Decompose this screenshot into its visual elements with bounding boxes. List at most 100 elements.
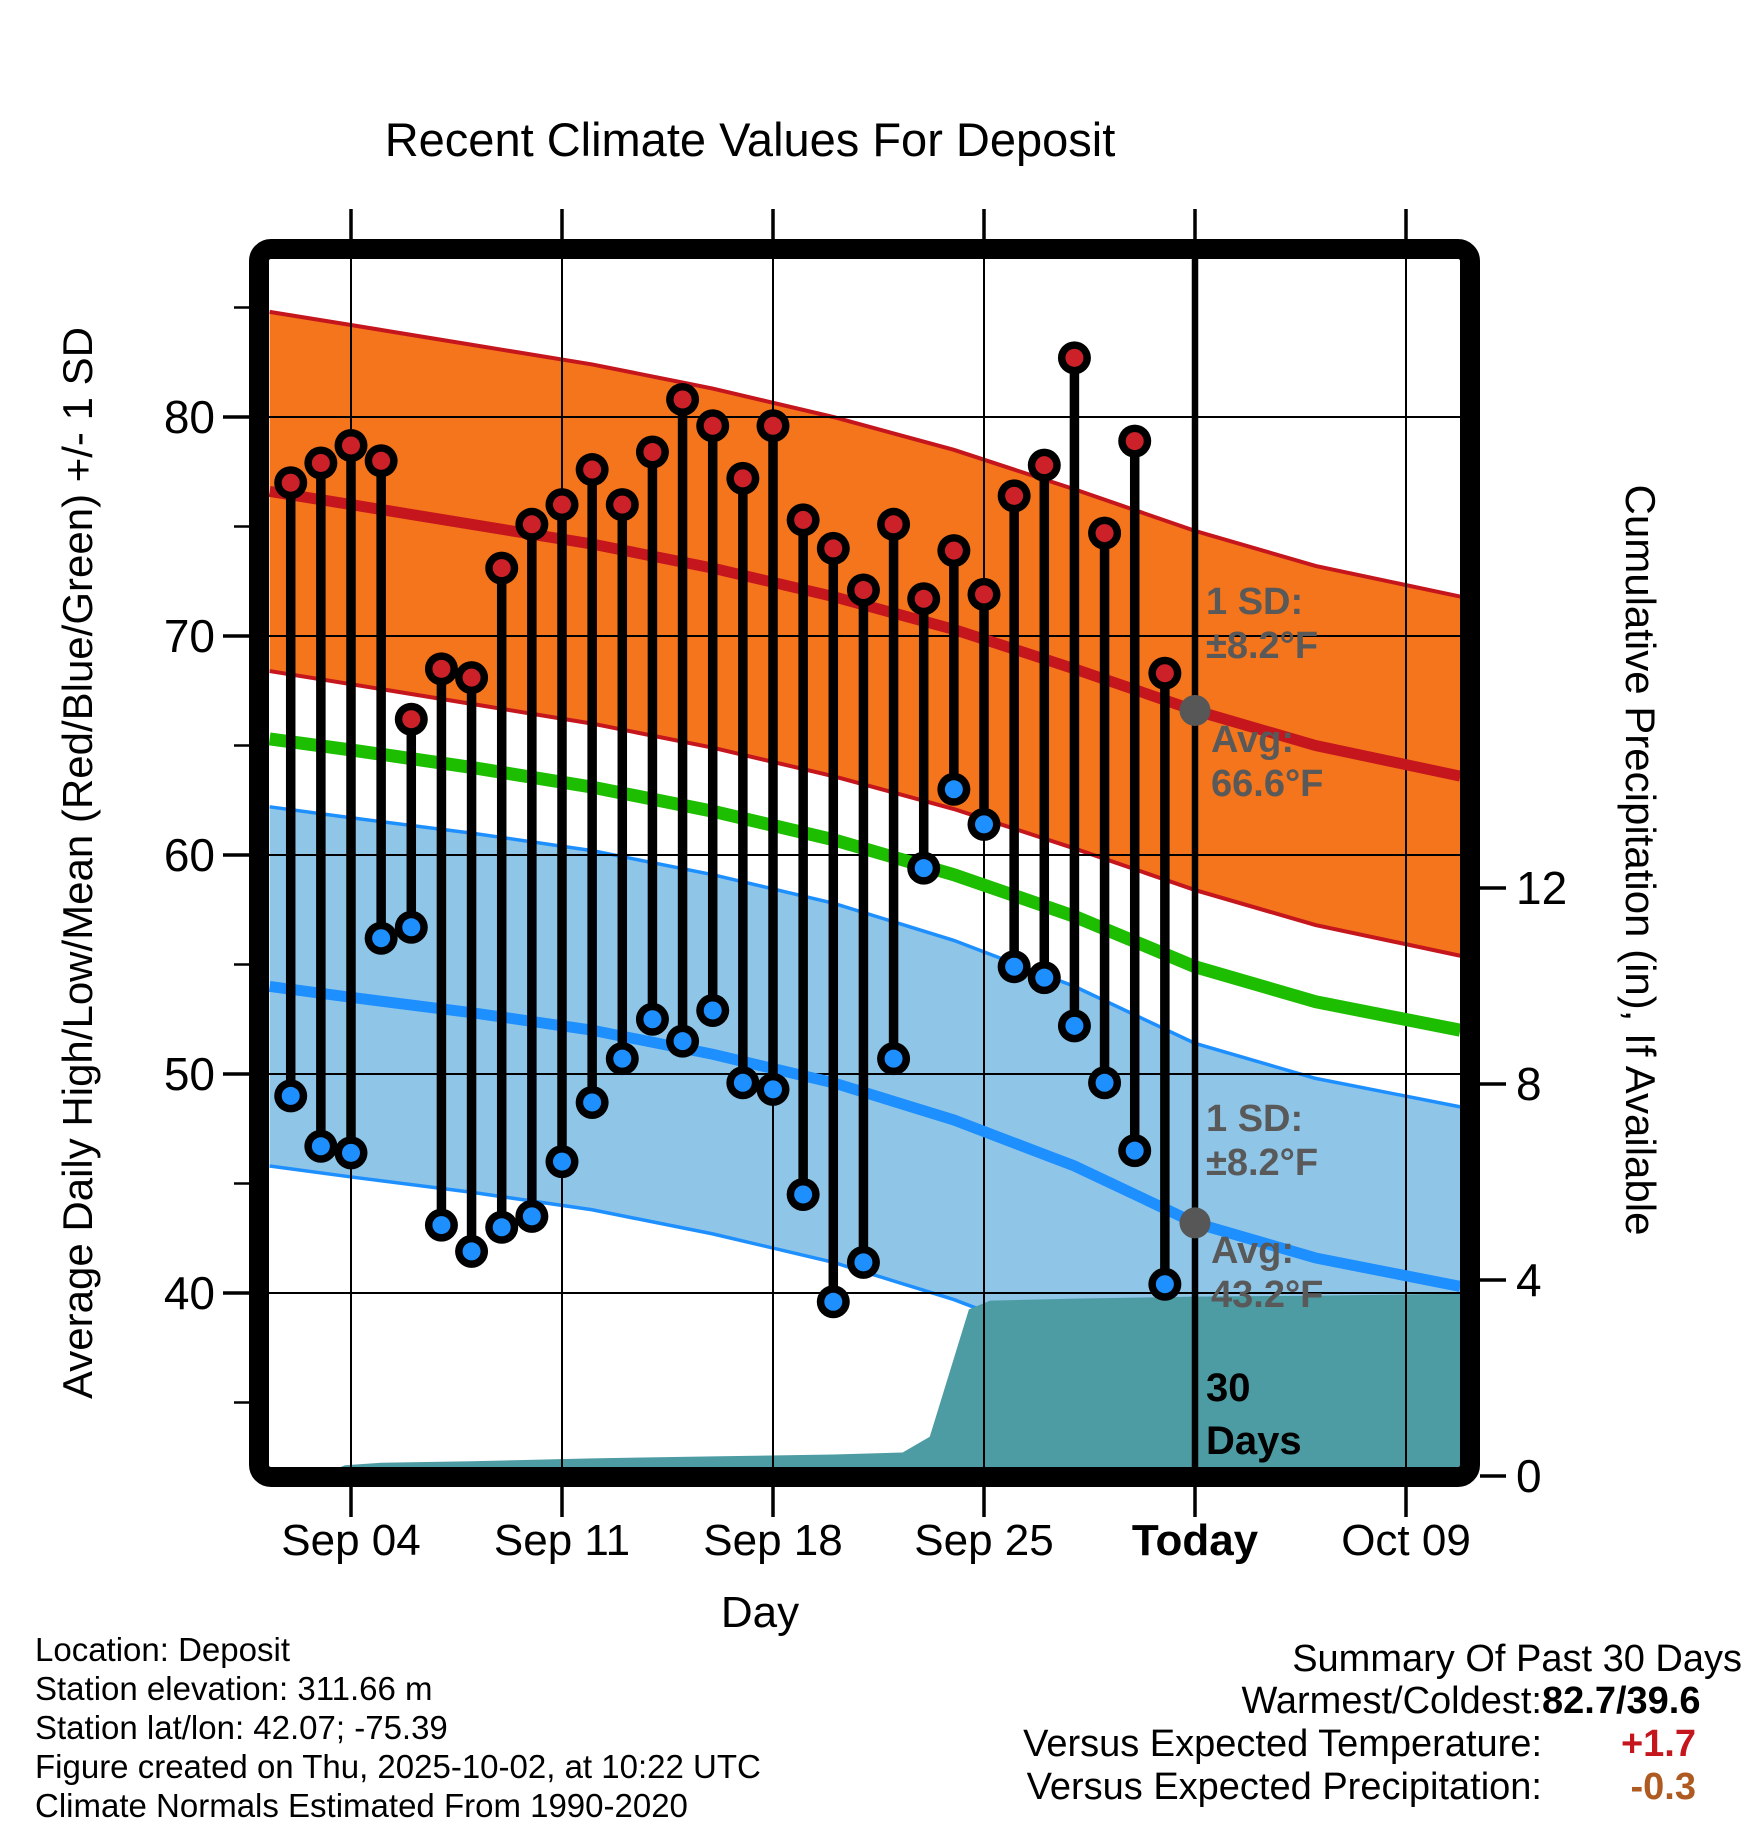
low-dot [673,1032,692,1051]
day-range-sep-14 [635,435,669,1036]
high-dot [613,495,632,514]
low-dot [1065,1016,1084,1035]
annotation-high-avg-line2: 66.6°F [1211,763,1324,805]
low-dot [914,859,933,878]
high-dot [824,539,843,558]
high-dot [432,659,451,678]
high-dot [884,515,903,534]
day-range-sep-28 [1057,341,1091,1043]
station-info-line-2: Station elevation: 311.66 m [35,1670,433,1707]
day-range-oct-01 [1148,656,1182,1301]
day-range-sep-09 [485,551,519,1244]
day-range-sep-13 [605,488,639,1076]
high-dot [703,416,722,435]
low-dot [311,1137,330,1156]
high-dot [522,515,541,534]
low-dot [944,780,963,799]
low-dot [733,1073,752,1092]
day-range-sep-22 [877,507,911,1076]
annotation-low-avg-line1: Avg: [1211,1230,1295,1272]
day-range-sep-20 [816,531,850,1319]
day-range-sep-17 [726,461,760,1100]
summary-row-value: -0.3 [1630,1766,1696,1808]
x-axis-label: Day [720,1588,800,1637]
low-dot [281,1086,300,1105]
day-range-sep-04 [334,428,368,1170]
high-dot [462,668,481,687]
low-dot [553,1152,572,1171]
summary-row-value: +1.7 [1620,1723,1696,1765]
summary-block: Warmest/Coldest: 82.7/39.6 Versus Expected… [1023,1680,1748,1809]
day-range-sep-19 [786,503,820,1211]
low-dot [583,1093,602,1112]
annotation-30-days: 30 Days [1206,1362,1302,1468]
day-range-sep-26 [997,479,1031,984]
summary-row-label: Versus Expected Temperature: [1023,1723,1542,1765]
summary-row-value: 82.7/39.6 [1542,1680,1701,1722]
high-dot [402,710,421,729]
day-range-sep-05 [364,444,398,955]
high-dot [764,416,783,435]
day-range-sep-15 [666,382,700,1058]
page-title: Recent Climate Values For Deposit [384,113,1116,166]
summary-row-1: Warmest/Coldest: 82.7/39.6 [842,1680,1742,1723]
station-info-line-5: Climate Normals Estimated From 1990-2020 [35,1787,688,1824]
high-dot [311,453,330,472]
plot-frame [249,239,1480,1487]
low-dot [794,1185,813,1204]
low-dot [824,1292,843,1311]
high-dot [1065,348,1084,367]
summary-row-3: Versus Expected Precipitation: -0.3 [842,1766,1742,1809]
x-tick-label-sep-04: Sep 04 [281,1516,421,1565]
annotation-30-days-line2: Days [1206,1419,1302,1463]
y-right-tick-label-4: 4 [1516,1254,1542,1306]
high-dot [1125,432,1144,451]
day-range-sep-12 [575,453,609,1119]
high-dot [372,451,391,470]
annotation-high-sd: 1 SD: ±8.2°F [1206,580,1318,668]
annotation-low-sd-line1: 1 SD: [1206,1098,1304,1140]
low-dot [1005,957,1024,976]
low-dot [372,929,391,948]
low-dot [462,1242,481,1261]
low-dot [643,1010,662,1029]
y-left-tick-label-50: 50 [163,1048,215,1100]
low-dot [342,1143,360,1162]
annotation-30-days-line1: 30 [1206,1366,1251,1410]
annotation-high-sd-line2: ±8.2°F [1206,625,1319,667]
low-dot [884,1049,903,1068]
summary-row-2: Versus Expected Temperature: +1.7 [842,1723,1742,1766]
high-dot [673,390,692,409]
day-range-sep-08 [455,661,489,1268]
y-left-tick-label-40: 40 [163,1267,215,1319]
today-avg-low-dot [1179,1207,1211,1239]
summary-row-label: Warmest/Coldest: [1241,1680,1542,1722]
annotation-low-avg-line2: 43.2°F [1211,1274,1324,1316]
high-dot [854,581,873,600]
low-dot [854,1253,873,1272]
high-dot [342,436,360,455]
day-range-sep-03 [304,446,338,1163]
day-range-sep-11 [545,488,579,1179]
high-dot [1095,524,1114,543]
low-dot [522,1207,541,1226]
annotation-high-sd-line1: 1 SD: [1206,581,1304,623]
summary-title: Summary Of Past 30 Days [1292,1638,1742,1680]
x-tick-label-sep-18: Sep 18 [703,1516,843,1565]
y-axis-right-label: Cumulative Precipitation (in), If Availa… [1617,484,1664,1236]
x-tick-label-oct-09: Oct 09 [1341,1516,1471,1565]
today-avg-high-dot [1179,694,1211,726]
low-dot [1125,1141,1144,1160]
low-dot [613,1049,632,1068]
high-dot [643,443,662,462]
day-range-sep-30 [1118,424,1152,1168]
y-right-tick-label-8: 8 [1516,1058,1542,1110]
high-dot [1035,456,1054,475]
annotation-high-avg: Avg: 66.6°F [1211,718,1323,806]
day-range-sep-24 [937,534,971,806]
low-dot [703,1001,722,1020]
summary-row-label: Versus Expected Precipitation: [1026,1766,1542,1808]
y-right-tick-label-12: 12 [1516,862,1568,914]
day-range-sep-18 [756,409,790,1106]
